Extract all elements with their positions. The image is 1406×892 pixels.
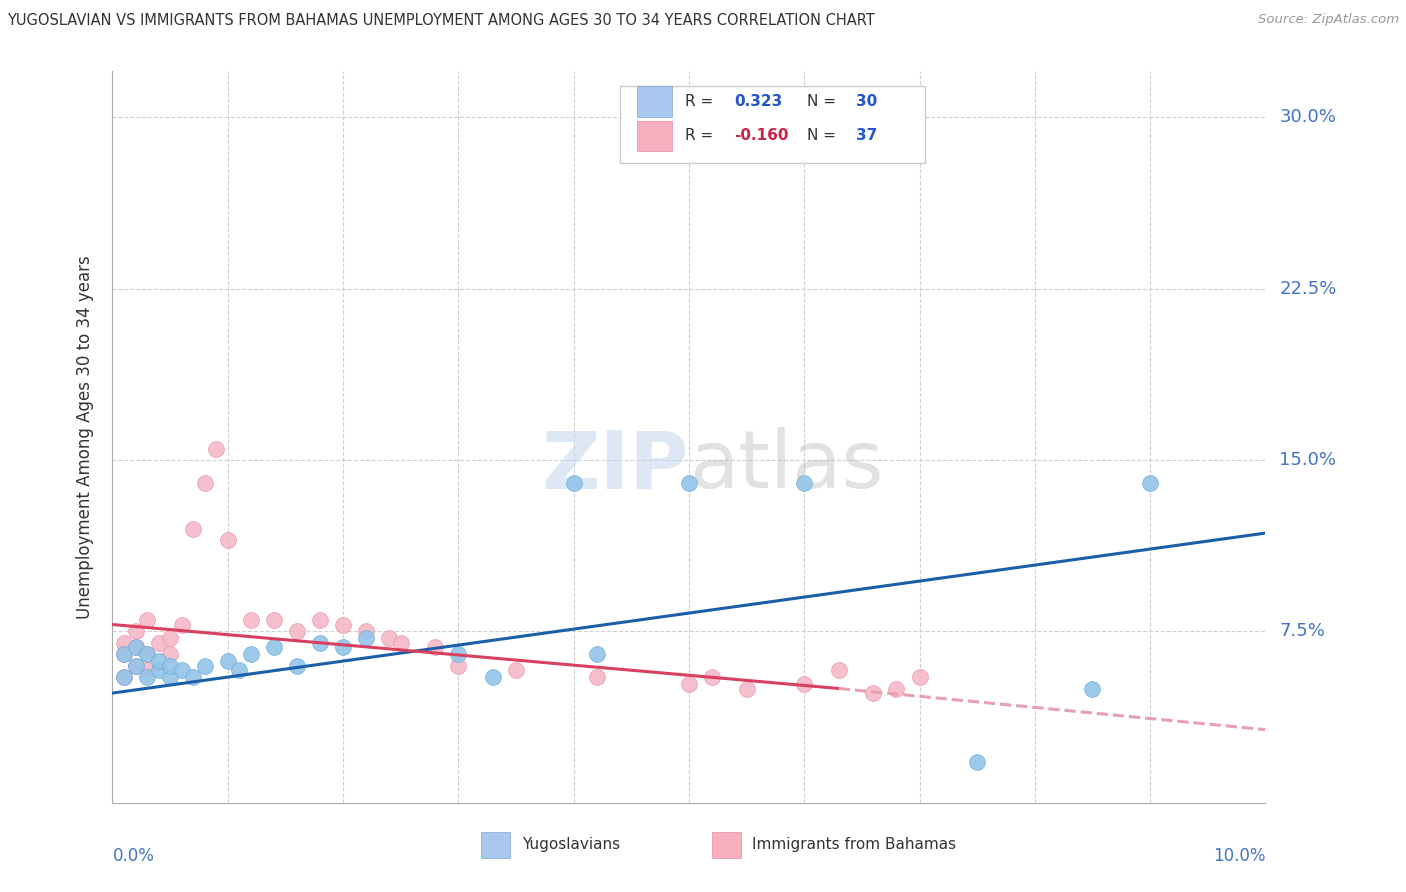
Point (170, 617, 193, 632)
Point (678, 677, 700, 691)
Point (447, 658, 470, 673)
Text: N =: N = (807, 128, 841, 144)
Text: 15.0%: 15.0% (1279, 451, 1336, 469)
Point (828, 663, 851, 677)
Point (908, 670, 931, 684)
Bar (711, 832, 741, 858)
Bar (481, 832, 510, 858)
Point (793, 677, 815, 691)
Point (194, 658, 217, 673)
Point (378, 632, 401, 646)
Point (309, 636, 332, 650)
Point (447, 647, 470, 661)
Point (124, 658, 146, 673)
Point (263, 613, 285, 627)
Point (354, 632, 377, 646)
Y-axis label: Unemployment Among Ages 30 to 34 years: Unemployment Among Ages 30 to 34 years (76, 255, 94, 619)
Text: 30: 30 (856, 94, 877, 109)
Point (332, 617, 354, 632)
Text: 0.323: 0.323 (734, 94, 782, 109)
Bar (637, 120, 672, 152)
Text: -0.160: -0.160 (734, 128, 789, 144)
Point (585, 670, 607, 684)
Point (482, 670, 505, 684)
Point (228, 663, 250, 677)
Point (148, 654, 170, 668)
Point (700, 670, 723, 684)
Point (159, 670, 181, 684)
Point (194, 475, 217, 490)
Point (124, 640, 146, 655)
Point (217, 533, 239, 547)
Point (124, 624, 146, 639)
Point (886, 681, 908, 696)
Text: 37: 37 (856, 128, 877, 144)
Point (239, 647, 262, 661)
Point (112, 636, 135, 650)
Point (562, 475, 585, 490)
Text: N =: N = (807, 94, 841, 109)
Point (389, 636, 412, 650)
Point (112, 670, 135, 684)
Point (678, 475, 700, 490)
Point (239, 613, 262, 627)
Point (148, 663, 170, 677)
Point (136, 647, 159, 661)
Point (136, 663, 159, 677)
Point (181, 521, 204, 535)
Point (112, 647, 135, 661)
Point (793, 475, 815, 490)
Text: YUGOSLAVIAN VS IMMIGRANTS FROM BAHAMAS UNEMPLOYMENT AMONG AGES 30 TO 34 YEARS CO: YUGOSLAVIAN VS IMMIGRANTS FROM BAHAMAS U… (7, 13, 875, 29)
Text: R =: R = (686, 128, 718, 144)
Point (1081, 681, 1104, 696)
Text: 10.0%: 10.0% (1213, 847, 1265, 864)
FancyBboxPatch shape (620, 86, 925, 162)
Text: R =: R = (686, 94, 718, 109)
Text: 30.0%: 30.0% (1279, 108, 1336, 126)
Point (425, 640, 447, 655)
Point (148, 636, 170, 650)
Point (1139, 475, 1161, 490)
Point (136, 647, 159, 661)
Text: Immigrants from Bahamas: Immigrants from Bahamas (752, 838, 956, 853)
Text: 22.5%: 22.5% (1279, 279, 1337, 298)
Point (505, 663, 527, 677)
Bar (637, 86, 672, 117)
Point (159, 632, 181, 646)
Point (112, 670, 135, 684)
Point (966, 755, 988, 769)
Point (285, 624, 308, 639)
Point (862, 686, 884, 700)
Point (285, 658, 308, 673)
Point (136, 670, 159, 684)
Point (170, 663, 193, 677)
Point (217, 654, 239, 668)
Point (136, 613, 159, 627)
Text: ZIP: ZIP (541, 427, 689, 506)
Point (124, 658, 146, 673)
Text: Source: ZipAtlas.com: Source: ZipAtlas.com (1258, 13, 1399, 27)
Text: atlas: atlas (689, 427, 883, 506)
Text: Yugoslavians: Yugoslavians (522, 838, 620, 853)
Point (205, 442, 228, 456)
Point (124, 640, 146, 655)
Point (181, 670, 204, 684)
Point (735, 681, 758, 696)
Text: 0.0%: 0.0% (112, 847, 155, 864)
Point (585, 647, 607, 661)
Point (263, 640, 285, 655)
Point (112, 647, 135, 661)
Point (332, 640, 354, 655)
Point (309, 613, 332, 627)
Point (159, 658, 181, 673)
Point (354, 624, 377, 639)
Point (159, 647, 181, 661)
Text: 7.5%: 7.5% (1279, 623, 1324, 640)
